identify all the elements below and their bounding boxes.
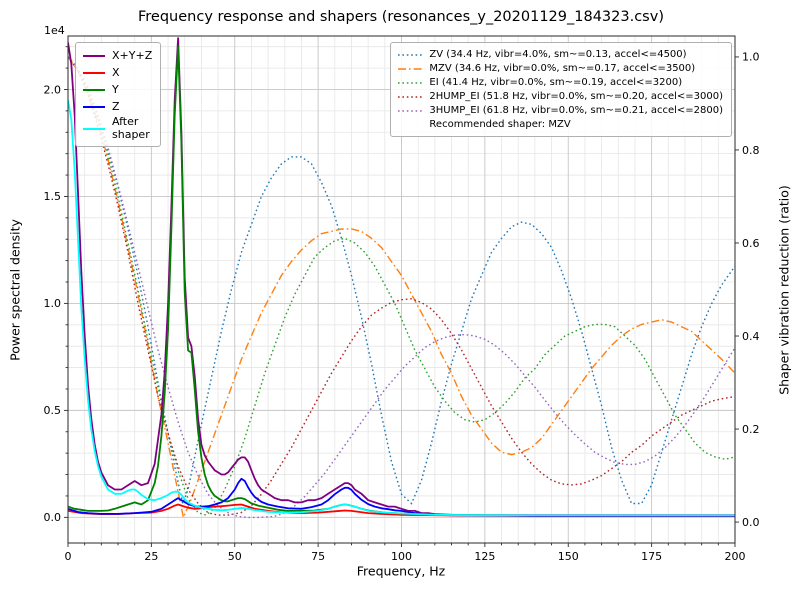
psd-curve-z	[68, 477, 735, 517]
legend-line-sample	[398, 53, 423, 56]
x-tick-label: 75	[311, 550, 325, 563]
legend-line-sample	[398, 67, 423, 70]
legend-label: Z	[112, 99, 120, 113]
psd-legend-item-x: X	[82, 65, 152, 81]
x-tick-label: 100	[391, 550, 412, 563]
psd-curve-x-y-z	[68, 37, 735, 517]
psd-legend-item-y: Y	[82, 82, 152, 98]
shaper-legend-item-mzv: MZV (34.6 Hz, vibr=0.0%, sm~=0.17, accel…	[397, 62, 723, 75]
y-right-tick-label: 0.2	[742, 423, 760, 436]
recommended-shaper-note: Recommended shaper: MZV	[397, 118, 723, 131]
y-left-tick-label: 1.5	[44, 190, 62, 203]
legend-label: MZV (34.6 Hz, vibr=0.0%, sm~=0.17, accel…	[429, 62, 696, 74]
shaper-legend-item-zv: ZV (34.4 Hz, vibr=4.0%, sm~=0.13, accel<…	[397, 48, 723, 61]
legend-line-sample	[398, 81, 423, 84]
legend-line-sample	[398, 109, 423, 112]
x-tick-label: 200	[725, 550, 746, 563]
legend-label: 2HUMP_EI (51.8 Hz, vibr=0.0%, sm~=0.20, …	[429, 90, 723, 102]
shaper-curve-zv	[68, 56, 735, 506]
psd-legend: X+Y+Z X Y Z After shaper	[75, 42, 162, 148]
x-tick-label: 25	[144, 550, 158, 563]
tick-labels: 0 25 50 75 100 125 150 175 200 0.0 0.5 1.0 1.5 2.0 0.0…	[44, 51, 760, 563]
x-tick-label: 175	[641, 550, 662, 563]
legend-line-sample	[83, 55, 105, 57]
shaper-legend: ZV (34.4 Hz, vibr=4.0%, sm~=0.13, accel<…	[390, 42, 732, 137]
legend-label: Y	[112, 82, 119, 96]
y-right-tick-label: 0.6	[742, 237, 760, 250]
y-right-tick-label: 0.4	[742, 330, 760, 343]
shaper-curve-2hump-ei	[68, 56, 735, 516]
psd-curves	[68, 37, 735, 517]
legend-label: 3HUMP_EI (61.8 Hz, vibr=0.0%, sm~=0.21, …	[429, 104, 723, 116]
shaper-legend-item-ei: EI (41.4 Hz, vibr=0.0%, sm~=0.19, accel<…	[397, 76, 723, 89]
x-axis-label: Frequency, Hz	[356, 563, 446, 579]
legend-line-sample	[83, 127, 105, 130]
legend-label: X	[112, 65, 120, 79]
shaper-curve-mzv	[68, 56, 735, 520]
legend-line-sample	[83, 89, 105, 91]
legend-label: X+Y+Z	[112, 48, 153, 62]
shaper-curve-ei	[68, 56, 735, 516]
chart-title: Frequency response and shapers (resonanc…	[138, 9, 664, 25]
shaper-legend-item-2hump-ei: 2HUMP_EI (51.8 Hz, vibr=0.0%, sm~=0.20, …	[397, 90, 723, 103]
legend-label: After shaper	[112, 115, 150, 141]
ticks	[64, 46, 739, 547]
x-tick-label: 50	[228, 550, 242, 563]
y-left-tick-label: 2.0	[44, 83, 62, 96]
y-left-tick-label: 0.5	[44, 404, 62, 417]
psd-legend-item-z: Z	[82, 99, 152, 115]
shaper-legend-item-3hump-ei: 3HUMP_EI (61.8 Hz, vibr=0.0%, sm~=0.21, …	[397, 104, 723, 117]
legend-line-sample	[83, 72, 105, 74]
y-left-tick-label: 1.0	[44, 297, 62, 310]
psd-legend-item-after-shaper: After shaper	[82, 115, 152, 141]
y-axis-offset-text: 1e4	[44, 24, 65, 37]
legend-line-sample	[83, 106, 105, 108]
legend-label: ZV (34.4 Hz, vibr=4.0%, sm~=0.13, accel<…	[429, 48, 687, 60]
left-axis-label: Power spectral density	[7, 219, 23, 361]
x-tick-label: 125	[474, 550, 495, 563]
y-right-tick-label: 0.8	[742, 144, 760, 157]
shaper-curve-3hump-ei	[68, 56, 735, 519]
y-right-tick-label: 0.0	[742, 516, 760, 529]
shaper-curves	[68, 56, 735, 520]
right-axis-label: Shaper vibration reduction (ratio)	[776, 185, 792, 395]
legend-label: Recommended shaper: MZV	[429, 118, 571, 130]
x-tick-label: 0	[65, 550, 72, 563]
y-right-tick-label: 1.0	[742, 51, 760, 64]
legend-label: EI (41.4 Hz, vibr=0.0%, sm~=0.19, accel<…	[429, 76, 683, 88]
psd-legend-item-x-y-z: X+Y+Z	[82, 48, 152, 64]
x-tick-label: 150	[558, 550, 579, 563]
legend-line-sample	[398, 95, 423, 98]
y-left-tick-label: 0.0	[44, 511, 62, 524]
psd-curve-after-shaper	[68, 100, 735, 517]
